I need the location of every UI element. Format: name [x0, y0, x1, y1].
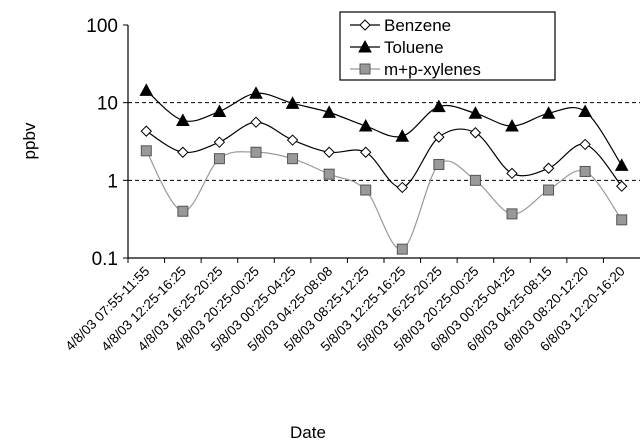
marker — [212, 104, 227, 117]
marker — [468, 106, 483, 119]
y-tick-label: 10 — [97, 94, 118, 115]
marker — [579, 165, 591, 177]
marker — [541, 106, 556, 119]
marker — [359, 63, 371, 75]
y-tick-label: 1 — [107, 171, 118, 192]
legend-label: m+p-xylenes — [384, 60, 481, 79]
marker — [213, 153, 225, 165]
marker — [578, 104, 592, 117]
marker — [579, 138, 591, 151]
marker — [250, 146, 262, 158]
marker — [432, 99, 446, 113]
legend-label: Toluene — [384, 38, 444, 57]
marker — [616, 214, 628, 226]
x-axis-label: Date — [290, 423, 326, 442]
legend-label: Benzene — [384, 16, 451, 35]
marker — [505, 119, 519, 132]
marker — [360, 184, 372, 196]
marker — [396, 181, 408, 194]
marker — [177, 146, 189, 158]
marker — [250, 116, 262, 128]
marker — [395, 129, 410, 142]
y-axis-label: ppbv — [20, 122, 39, 159]
marker — [285, 96, 300, 109]
marker — [177, 205, 189, 217]
marker — [469, 127, 482, 139]
marker — [614, 158, 629, 171]
marker — [286, 134, 299, 146]
marker — [213, 136, 226, 148]
y-tick-label: 0.1 — [92, 249, 118, 270]
marker — [360, 146, 372, 158]
marker — [433, 131, 445, 143]
marker — [433, 158, 445, 170]
marker — [542, 162, 555, 174]
marker — [506, 167, 518, 180]
marker — [616, 180, 628, 192]
marker — [323, 146, 335, 158]
marker — [249, 86, 263, 99]
marker — [140, 145, 152, 157]
marker — [140, 125, 152, 137]
marker — [506, 208, 518, 220]
y-tick-label: 100 — [86, 16, 118, 37]
marker — [287, 153, 299, 165]
marker — [323, 168, 335, 180]
marker — [139, 83, 154, 96]
marker — [176, 113, 190, 126]
marker — [359, 19, 371, 31]
marker — [469, 174, 481, 186]
marker — [358, 39, 372, 53]
marker — [322, 105, 336, 118]
marker — [543, 184, 555, 196]
marker — [358, 119, 373, 132]
marker — [396, 243, 408, 255]
